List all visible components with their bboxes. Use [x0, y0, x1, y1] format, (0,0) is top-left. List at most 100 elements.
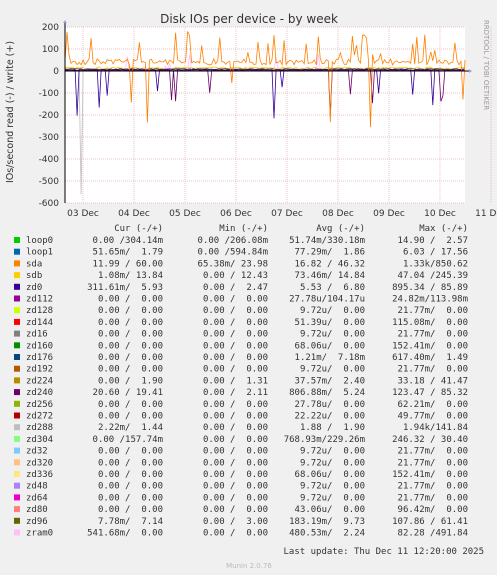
y-tick-labels: 200 100 0 -100 -200 -300 -400 -500 -600	[39, 23, 60, 209]
legend-min: 0.00 / 0.00	[203, 295, 268, 305]
y-axis-arrow	[63, 20, 67, 23]
series-line-sda	[64, 31, 466, 128]
legend-avg: 9.72u/ 0.00	[300, 482, 365, 492]
legend-row-zd256: zd256 0.00 / 0.00 0.00 / 0.00 27.78u/ 0.00 6…	[14, 400, 468, 410]
legend-name: zd32	[26, 447, 48, 457]
legend-name: zd192	[26, 365, 53, 375]
legend-row-zd128: zd128 0.00 / 0.00 0.00 / 0.00 9.72u/ 0.00 21…	[14, 306, 468, 316]
legend-row-zd192: zd192 0.00 / 0.00 0.00 / 0.00 9.72u/ 0.00 21…	[14, 365, 468, 375]
legend-swatch	[14, 260, 20, 267]
legend-name: zd336	[26, 470, 53, 480]
x-tick-label: 08 Dec	[322, 209, 354, 219]
legend-row-zd304: zd304 0.00 /157.74m 0.00 / 0.00 768.93m/229…	[14, 435, 468, 445]
legend-swatch	[14, 365, 20, 372]
legend-min: 0.00 / 0.00	[203, 493, 268, 503]
legend-row-zd224: zd224 0.00 / 1.90 0.00 / 1.31 37.57m/ 2.40 3…	[14, 376, 468, 386]
legend-min: 0.00 / 0.00	[203, 435, 268, 445]
legend-name: zd0	[26, 283, 42, 293]
y-tick-label: -200	[39, 111, 60, 121]
legend-name: zd304	[26, 435, 53, 445]
legend-max: 21.77m/ 0.00	[398, 330, 468, 340]
legend-min: 0.00 / 1.31	[203, 376, 268, 386]
header-cur: Cur (-/+)	[114, 224, 163, 234]
legend-swatch	[14, 283, 20, 290]
legend-swatch	[14, 318, 20, 325]
legend-avg: 9.72u/ 0.00	[300, 447, 365, 457]
legend-row-loop1: loop1 51.65m/ 1.79 0.00 /594.84m 77.29m/ 1.…	[14, 248, 468, 258]
legend-swatch	[14, 412, 20, 419]
legend-avg: 77.29m/ 1.86	[295, 248, 365, 258]
legend-name: zd320	[26, 458, 53, 468]
legend-row-zd112: zd112 0.00 / 0.00 0.00 / 0.00 27.78u/104.17…	[14, 295, 468, 305]
y-tick-label: -600	[39, 199, 60, 209]
legend-row-sda: sda 11.99 / 60.00 65.38m/ 23.98 16.82 / 46.…	[14, 259, 468, 269]
legend-avg: 43.06u/ 0.00	[295, 505, 365, 515]
legend-row-zd48: zd48 0.00 / 0.00 0.00 / 0.00 9.72u/ 0.00 21.…	[14, 482, 468, 492]
legend-swatch	[14, 471, 20, 477]
legend-min: 0.00 / 0.00	[203, 330, 268, 340]
legend-swatch	[14, 447, 20, 454]
legend-avg: 768.93m/229.26m	[284, 435, 365, 445]
legend-cur: 311.61m/ 5.93	[87, 283, 163, 293]
legend-min: 0.00 /206.08m	[198, 236, 268, 246]
legend-min: 0.00 / 2.11	[203, 388, 268, 398]
legend-cur: 0.00 / 1.90	[98, 376, 163, 386]
header-min: Min (-/+)	[219, 224, 268, 234]
legend-min: 0.00 / 0.00	[203, 458, 268, 468]
legend-swatch	[14, 272, 20, 279]
legend-cur: 7.78m/ 7.14	[98, 517, 163, 527]
legend-swatch	[14, 248, 20, 255]
legend-name: zd144	[26, 318, 53, 328]
legend-cur: 0.00 / 0.00	[98, 295, 163, 305]
legend-avg: 68.06u/ 0.00	[295, 341, 365, 351]
legend-max: 123.47 / 85.32	[392, 388, 468, 398]
legend-cur: 0.00 / 0.00	[98, 493, 163, 503]
legend-name: zd96	[26, 517, 48, 527]
legend-swatch	[14, 506, 20, 513]
legend-cur: 0.00 / 0.00	[98, 458, 163, 468]
legend-max: 47.04 /245.39	[398, 271, 468, 281]
legend-max: 115.08m/ 0.00	[392, 318, 468, 328]
axes	[63, 20, 472, 203]
legend-max: 1.33k/850.62	[403, 259, 468, 269]
x-tick-label: 11 Dec	[475, 209, 497, 219]
legend-max: 24.82m/113.98m	[392, 295, 468, 305]
legend-cur: 2.22m/ 1.44	[98, 423, 163, 433]
legend-max: 6.03 / 17.56	[403, 248, 468, 258]
legend-cur: 0.00 / 0.00	[98, 330, 163, 340]
legend-row-zram0: zram0 541.68m/ 0.00 0.00 / 0.00 480.53m/ 2.…	[14, 529, 468, 539]
legend-row-loop0: loop0 0.00 /304.14m 0.00 /206.08m 51.74m/33…	[14, 236, 468, 246]
legend-row-zd0: zd0 311.61m/ 5.93 0.00 / 2.47 5.53 / 6.80 89…	[14, 283, 468, 293]
legend-name: zd80	[26, 505, 48, 515]
y-tick-label: 100	[42, 45, 59, 55]
x-tick-label: 06 Dec	[220, 209, 252, 219]
x-tick-label: 03 Dec	[67, 209, 99, 219]
legend-name: loop1	[26, 248, 53, 258]
legend-row-zd96: zd96 7.78m/ 7.14 0.00 / 3.00 183.19m/ 9.73 1…	[14, 517, 468, 527]
legend-max: 96.42m/ 0.00	[398, 505, 468, 515]
legend-min: 0.00 / 0.00	[203, 505, 268, 515]
legend-cur: 0.00 /157.74m	[93, 435, 163, 445]
legend-swatch	[14, 389, 20, 396]
legend-row-zd288: zd288 2.22m/ 1.44 0.00 / 0.00 1.88 / 1.90 1.…	[14, 423, 468, 433]
legend-min: 0.00 / 2.47	[203, 283, 268, 293]
legend-avg: 51.74m/330.18m	[289, 236, 365, 246]
legend-name: zd224	[26, 376, 53, 386]
legend-row-zd80: zd80 0.00 / 0.00 0.00 / 0.00 43.06u/ 0.00 96…	[14, 505, 468, 515]
legend-row-zd64: zd64 0.00 / 0.00 0.00 / 0.00 9.72u/ 0.00 21.…	[14, 493, 468, 503]
legend-cur: 0.00 / 0.00	[98, 341, 163, 351]
legend-name: zd176	[26, 353, 53, 363]
legend-row-zd336: zd336 0.00 / 0.00 0.00 / 0.00 68.06u/ 0.00 1…	[14, 470, 468, 480]
legend-cur: 541.68m/ 0.00	[87, 529, 163, 539]
legend-swatch	[14, 459, 20, 466]
legend-avg: 480.53m/ 2.24	[289, 529, 365, 539]
legend-max: 62.21m/ 0.00	[398, 400, 468, 410]
legend-avg: 51.39u/ 0.00	[295, 318, 365, 328]
legend-max: 49.77m/ 0.00	[398, 412, 468, 422]
legend-cur: 0.00 / 0.00	[98, 412, 163, 422]
legend-max: 21.77m/ 0.00	[398, 365, 468, 375]
legend-max: 21.77m/ 0.00	[398, 458, 468, 468]
legend-row-zd32: zd32 0.00 / 0.00 0.00 / 0.00 9.72u/ 0.00 21.…	[14, 447, 468, 457]
y-axis-label: IOs/second read (-) / write (+)	[5, 41, 16, 183]
legend-cur: 0.00 / 0.00	[98, 447, 163, 457]
